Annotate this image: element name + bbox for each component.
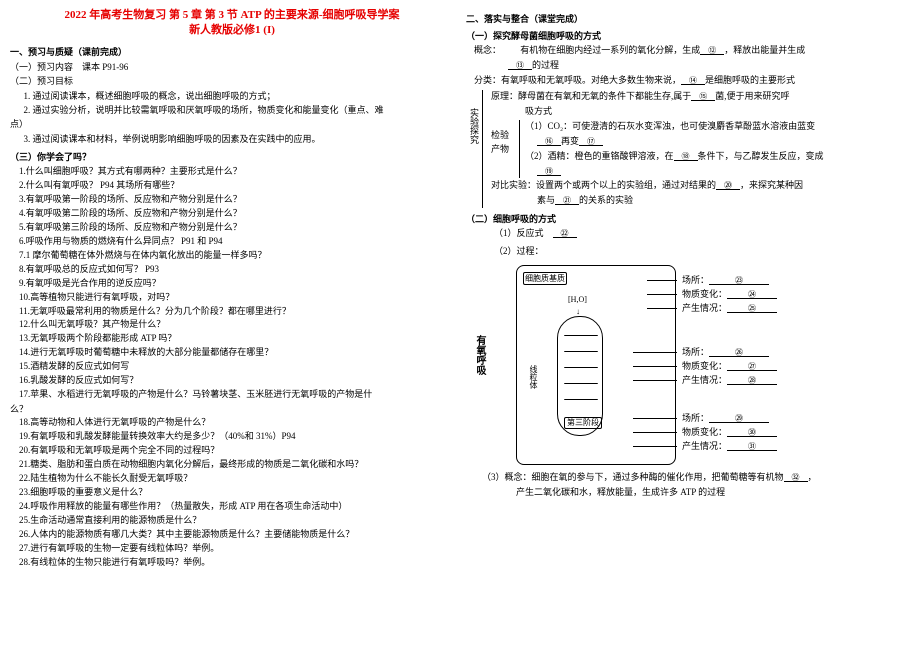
lab-aerobic: 有氧呼吸 (472, 335, 487, 375)
question: 7.1 摩尔葡萄糖在体外燃烧与在体内氧化放出的能量一样多吗？ (10, 249, 454, 263)
g3-2: 物质变化：㉚ (682, 425, 777, 438)
g3-3: 产生情况：㉛ (682, 439, 777, 452)
question: 23.细胞呼吸的重要意义是什么？ (10, 486, 454, 500)
g1-2: 物质变化：㉔ (682, 287, 777, 300)
question: 3.有氧呼吸第一阶段的场所、反应物和产物分别是什么？ (10, 193, 454, 207)
g1-1: 场所：㉓ (682, 273, 769, 286)
g2-2: 物质变化：㉗ (682, 359, 777, 372)
s3h: （二）细胞呼吸的方式 (466, 212, 910, 225)
question: 14.进行无氧呼吸时葡萄糖中未释放的大部分能量都储存在哪里？ (10, 346, 454, 360)
g2-1: 场所：㉖ (682, 345, 769, 358)
lab-prod: 产物 (491, 142, 509, 155)
class-line: 分类：有氧呼吸和无氧呼吸。对绝大多数生物来说，⑭是细胞呼吸的主要形式 (474, 74, 910, 88)
question: 5.有氧呼吸第三阶段的场所、反应物和产物分别是什么？ (10, 221, 454, 235)
process: （2）过程： (466, 245, 910, 259)
question: 17.苹果、水稻进行无氧呼吸的产物是什么？马铃薯块茎、玉米胚进行无氧呼吸的产物是… (10, 388, 454, 402)
question: 26.人体内的能源物质有哪几大类？其中主要能源物质是什么？主要储能物质是什么？ (10, 528, 454, 542)
concept3: （3）概念：细胞在氧的参与下，通过多种酶的催化作用，把葡萄糖等有机物㉜， (466, 471, 910, 485)
question: 28.有线粒体的生物只能进行有氧呼吸吗？举例。 (10, 556, 454, 570)
s1b2: 2. 通过实验分析，说明并比较需氧呼吸和厌氧呼吸的场所，物质变化和能量变化（重点… (10, 103, 454, 117)
g2-3: 产生情况：㉘ (682, 373, 777, 386)
question: 21.糖类、脂肪和蛋白质在动物细胞内氧化分解后，最终形成的物质是二氧化碳和水吗？ (10, 458, 454, 472)
g1-3: 产生情况：㉕ (682, 301, 777, 314)
question: 10.高等植物只能进行有氧呼吸，对吗？ (10, 291, 454, 305)
doc-title: 2022 年高考生物复习 第 5 章 第 3 节 ATP 的主要来源-细胞呼吸导… (10, 8, 454, 23)
section-1: 一、预习与质疑（课前完成） (10, 45, 454, 58)
g3-1: 场所：㉙ (682, 411, 769, 424)
question: 24.呼吸作用释放的能量有哪些作用？（热量散失，形成 ATP 用在各项生命活动中… (10, 500, 454, 514)
lab-test: 检验 (491, 128, 509, 141)
compare2: 素与㉑的关系的实验 (491, 194, 910, 208)
alc-line: （2）酒精：橙色的重铬酸钾溶液，在⑱条件下，与乙醇发生反应，变成 (525, 150, 910, 164)
question: 8.有氧呼吸总的反应式如何写？ P93 (10, 263, 454, 277)
question: 9.有氧呼吸是光合作用的逆反应吗？ (10, 277, 454, 291)
question: 25.生命活动通常直接利用的能源物质是什么？ (10, 514, 454, 528)
lab-cyto: 细胞质基质 (523, 272, 567, 285)
co2-line: （1）CO₂：可使澄清的石灰水变浑浊，也可使溴麝香草酚蓝水溶液由蓝变 (525, 120, 910, 134)
s1c: （三）你学会了吗？ (10, 150, 454, 163)
s1b1: 1. 通过阅读课本，概述细胞呼吸的概念，说出细胞呼吸的方式； (10, 89, 454, 103)
s1b: （二）预习目标 (10, 74, 454, 88)
q17b: 么？ (10, 402, 454, 416)
cell-diagram: 细胞质基质 线粒体 [H,O] ↓ 第三阶段 场所：㉓ 物质变化：㉔ 产生情况：… (516, 265, 910, 465)
s1a: （一）预习内容 课本 P91-96 (10, 60, 454, 74)
s1b3: 3. 通过阅读课本和材料，举例说明影响细胞呼吸的因素及在实践中的应用。 (10, 132, 454, 146)
question: 20.有氧呼吸和无氧呼吸是两个完全不同的过程吗？ (10, 444, 454, 458)
concept3b: 产生二氧化碳和水，释放能量，生成许多 ATP 的过程 (466, 486, 910, 500)
principle: 原理：酵母菌在有氧和无氧的条件下都能生存,属于⑮菌,便于用来研究呼 (491, 90, 910, 104)
s1b2b: 点） (10, 117, 454, 131)
question: 22.陆生植物为什么不能长久耐受无氧呼吸？ (10, 472, 454, 486)
alc-line2: ⑲ (525, 165, 910, 179)
lab-mito: 线粒体 (528, 365, 539, 389)
s2a: （一）探究酵母菌细胞呼吸的方式 (466, 29, 910, 42)
question: 4.有氧呼吸第二阶段的场所、反应物和产物分别是什么？ (10, 207, 454, 221)
principle2: 吸方式 (491, 105, 910, 119)
rxn: （1）反应式 ㉒ (466, 227, 910, 241)
question: 15.酒精发酵的反应式如何写 (10, 360, 454, 374)
question: 13.无氧呼吸两个阶段都能形成 ATP 吗？ (10, 332, 454, 346)
question: 27.进行有氧呼吸的生物一定要有线粒体吗？举例。 (10, 542, 454, 556)
concept-line2: ⑬的过程 (474, 59, 910, 73)
question: 6.呼吸作用与物质的燃烧有什么异同点？ P91 和 P94 (10, 235, 454, 249)
question: 12.什么叫无氧呼吸？其产物是什么？ (10, 318, 454, 332)
section-2: 二、落实与整合（课堂完成） (466, 12, 910, 25)
question: 11.无氧呼吸最常利用的物质是什么？分为几个阶段？都在哪里进行？ (10, 305, 454, 319)
compare: 对比实验：设置两个或两个以上的实验组，通过对结果的⑳，来探究某种因 (491, 179, 910, 193)
co2-line2: ⑯再变⑰ (525, 135, 910, 149)
question: 19.有氧呼吸和乳酸发酵能量转换效率大约是多少？（40%和 31%）P94 (10, 430, 454, 444)
question: 16.乳酸发酵的反应式如何写？ (10, 374, 454, 388)
question: 18.高等动物和人体进行无氧呼吸的产物是什么？ (10, 416, 454, 430)
lab-exp: 实验探究 (468, 108, 481, 144)
doc-subtitle: 新人教版必修1 (I) (10, 23, 454, 38)
question: 2.什么叫有氧呼吸？ P94 其场所有哪些？ (10, 179, 454, 193)
stage3: 第三阶段 (564, 417, 602, 429)
concept-line: 概念： 有机物在细胞内经过一系列的氧化分解，生成⑫，释放出能量并生成 (474, 44, 910, 58)
question: 1.什么叫细胞呼吸？其方式有哪两种？主要形式是什么？ (10, 165, 454, 179)
